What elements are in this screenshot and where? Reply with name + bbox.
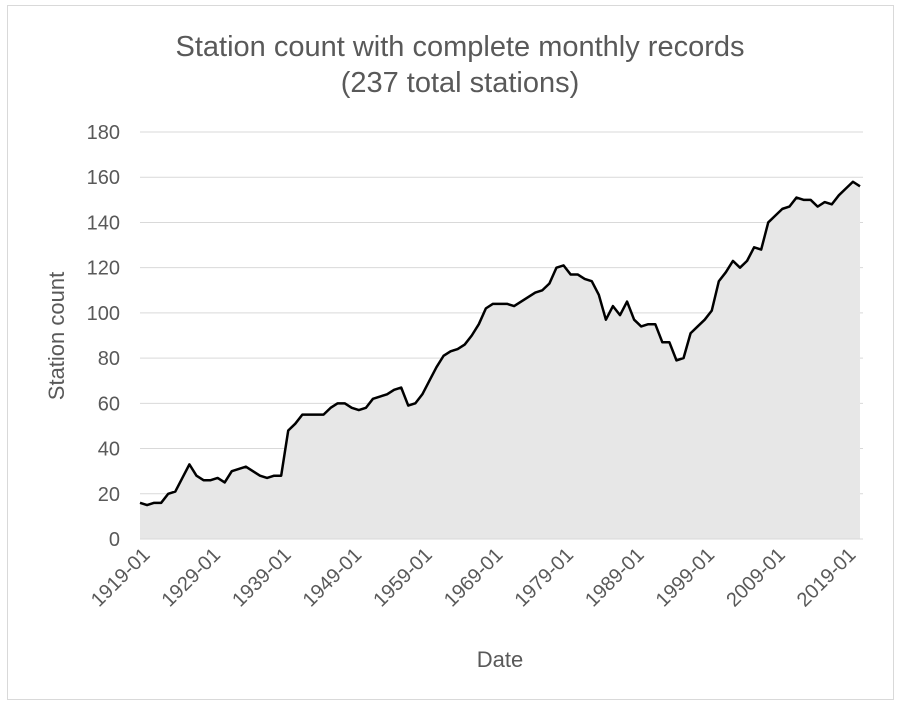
x-tick-label: 1979-01	[511, 544, 578, 611]
y-tick-label: 180	[87, 122, 120, 144]
chart-subtitle: (237 total stations)	[341, 67, 580, 99]
area-fill	[140, 181, 860, 539]
x-axis-title: Date	[477, 647, 523, 672]
y-tick-label: 80	[98, 348, 120, 370]
x-tick-label: 2019-01	[793, 544, 860, 611]
y-tick-label: 60	[98, 393, 120, 415]
y-axis-title: Station count	[44, 272, 69, 400]
x-tick-label: 1999-01	[652, 544, 719, 611]
line	[139, 180, 861, 507]
y-tick-label: 100	[87, 303, 120, 325]
y-tick-label: 40	[98, 439, 120, 461]
x-tick-label: 1959-01	[369, 544, 436, 611]
y-tick-label: 120	[87, 258, 120, 280]
y-tick-label: 20	[98, 484, 120, 506]
x-tick-label: 1949-01	[299, 544, 366, 611]
x-tick-label: 1969-01	[440, 544, 507, 611]
y-tick-label: 140	[87, 212, 120, 234]
y-tick-label: 160	[87, 167, 120, 189]
x-tick-label: 1929-01	[158, 544, 225, 611]
chart-border	[7, 5, 894, 700]
x-tick-label: 1989-01	[581, 544, 648, 611]
x-tick-label: 1939-01	[228, 544, 295, 611]
x-tick-label: 2009-01	[722, 544, 789, 611]
chart-title: Station count with complete monthly reco…	[176, 31, 745, 63]
x-tick-label: 1919-01	[87, 544, 154, 611]
y-tick-label: 0	[109, 529, 120, 551]
